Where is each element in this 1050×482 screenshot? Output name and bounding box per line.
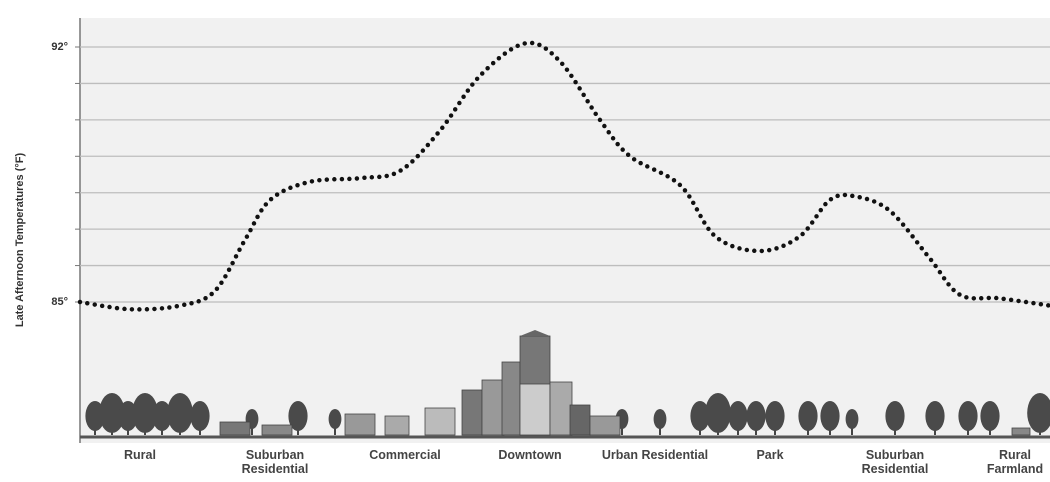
x-tick-label: Park [715, 448, 825, 462]
tree-crown [765, 401, 784, 431]
tree-crown [820, 401, 839, 431]
tree-crown [885, 401, 904, 431]
building [590, 416, 620, 435]
tree-crown [654, 409, 667, 429]
tree-crown [925, 401, 944, 431]
tree-crown [329, 409, 342, 429]
page: {"chart_data": { "type": "line", "y_labe… [0, 0, 1050, 482]
tree-crown [190, 401, 209, 431]
building [550, 382, 572, 435]
building [345, 414, 375, 435]
building [520, 384, 550, 435]
building [502, 362, 520, 435]
building [462, 390, 482, 435]
building [220, 422, 250, 435]
tree-crown [980, 401, 999, 431]
tree-crown [728, 401, 747, 431]
y-tick-label: 85° [51, 296, 68, 308]
x-tick-label: Commercial [350, 448, 460, 462]
building [570, 405, 590, 435]
y-axis-label: Late Afternoon Temperatures (°F) [14, 153, 26, 328]
building [482, 380, 504, 435]
tree-crown [167, 393, 193, 433]
x-tick-label: Rural [85, 448, 195, 462]
x-tick-label: Suburban Residential [220, 448, 330, 476]
x-tick-label: Suburban Residential [840, 448, 950, 476]
x-tick-label: Urban Residential [600, 448, 710, 462]
y-tick-label: 92° [51, 41, 68, 53]
building [385, 416, 409, 435]
x-tick-label: Downtown [475, 448, 585, 462]
tree-crown [746, 401, 765, 431]
tree-crown [705, 393, 731, 433]
tree-crown [846, 409, 859, 429]
tree-crown [958, 401, 977, 431]
plot-background [80, 18, 1050, 443]
chart: Late Afternoon Temperatures (°F) 85° 92° [0, 0, 1050, 482]
building [262, 425, 292, 435]
building [1012, 428, 1030, 435]
tree-crown [798, 401, 817, 431]
building [425, 408, 455, 435]
x-tick-label: Rural Farmland [980, 448, 1050, 476]
